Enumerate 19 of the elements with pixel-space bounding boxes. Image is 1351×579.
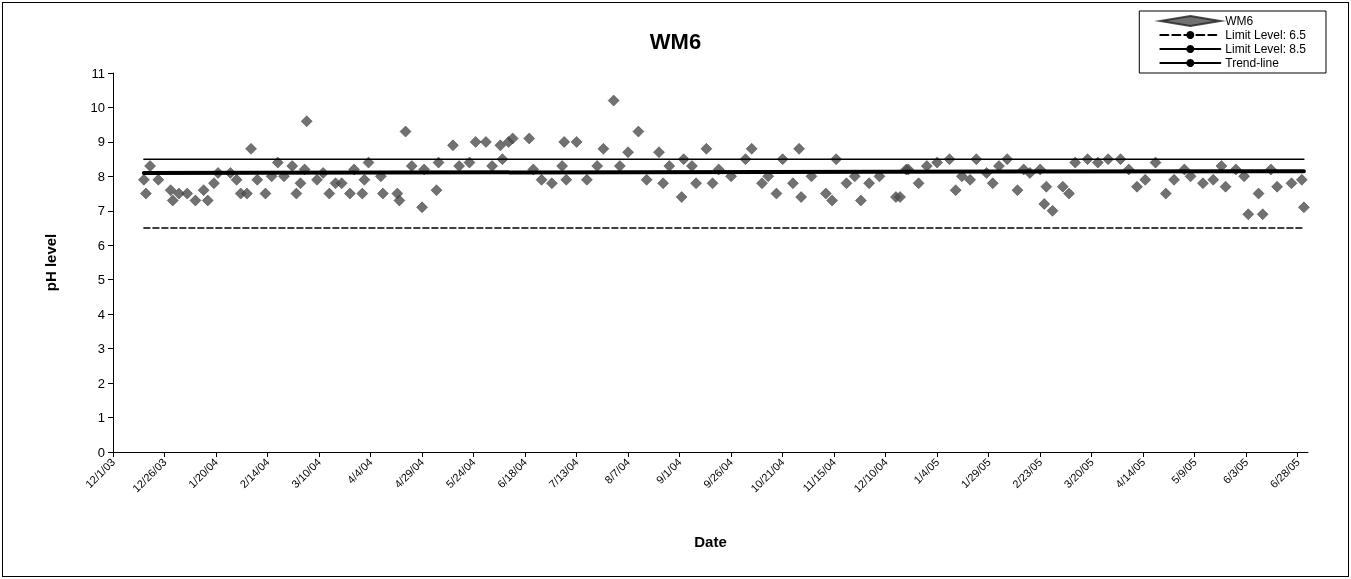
y-tick-label: 1 [97,410,105,426]
y-tick-label: 4 [97,306,105,322]
y-tick-label: 9 [97,134,105,150]
legend-label: Limit Level: 8.5 [1225,42,1307,56]
y-tick-label: 3 [97,341,105,357]
y-tick-label: 10 [90,99,105,115]
legend-label: Limit Level: 6.5 [1225,28,1307,42]
y-axis-title: pH level [42,233,59,292]
chart-title: WM6 [649,28,702,54]
legend-label: Trend-line [1225,56,1280,70]
y-tick-label: 0 [97,444,105,460]
y-tick-label: 7 [97,203,105,219]
y-tick-label: 5 [97,272,105,288]
y-tick-label: 2 [97,375,105,391]
y-tick-label: 8 [97,168,105,184]
y-tick-label: 11 [91,65,105,81]
y-tick-label: 6 [97,237,105,253]
legend-label: WM6 [1225,14,1254,28]
x-axis-title: Date [694,533,727,550]
